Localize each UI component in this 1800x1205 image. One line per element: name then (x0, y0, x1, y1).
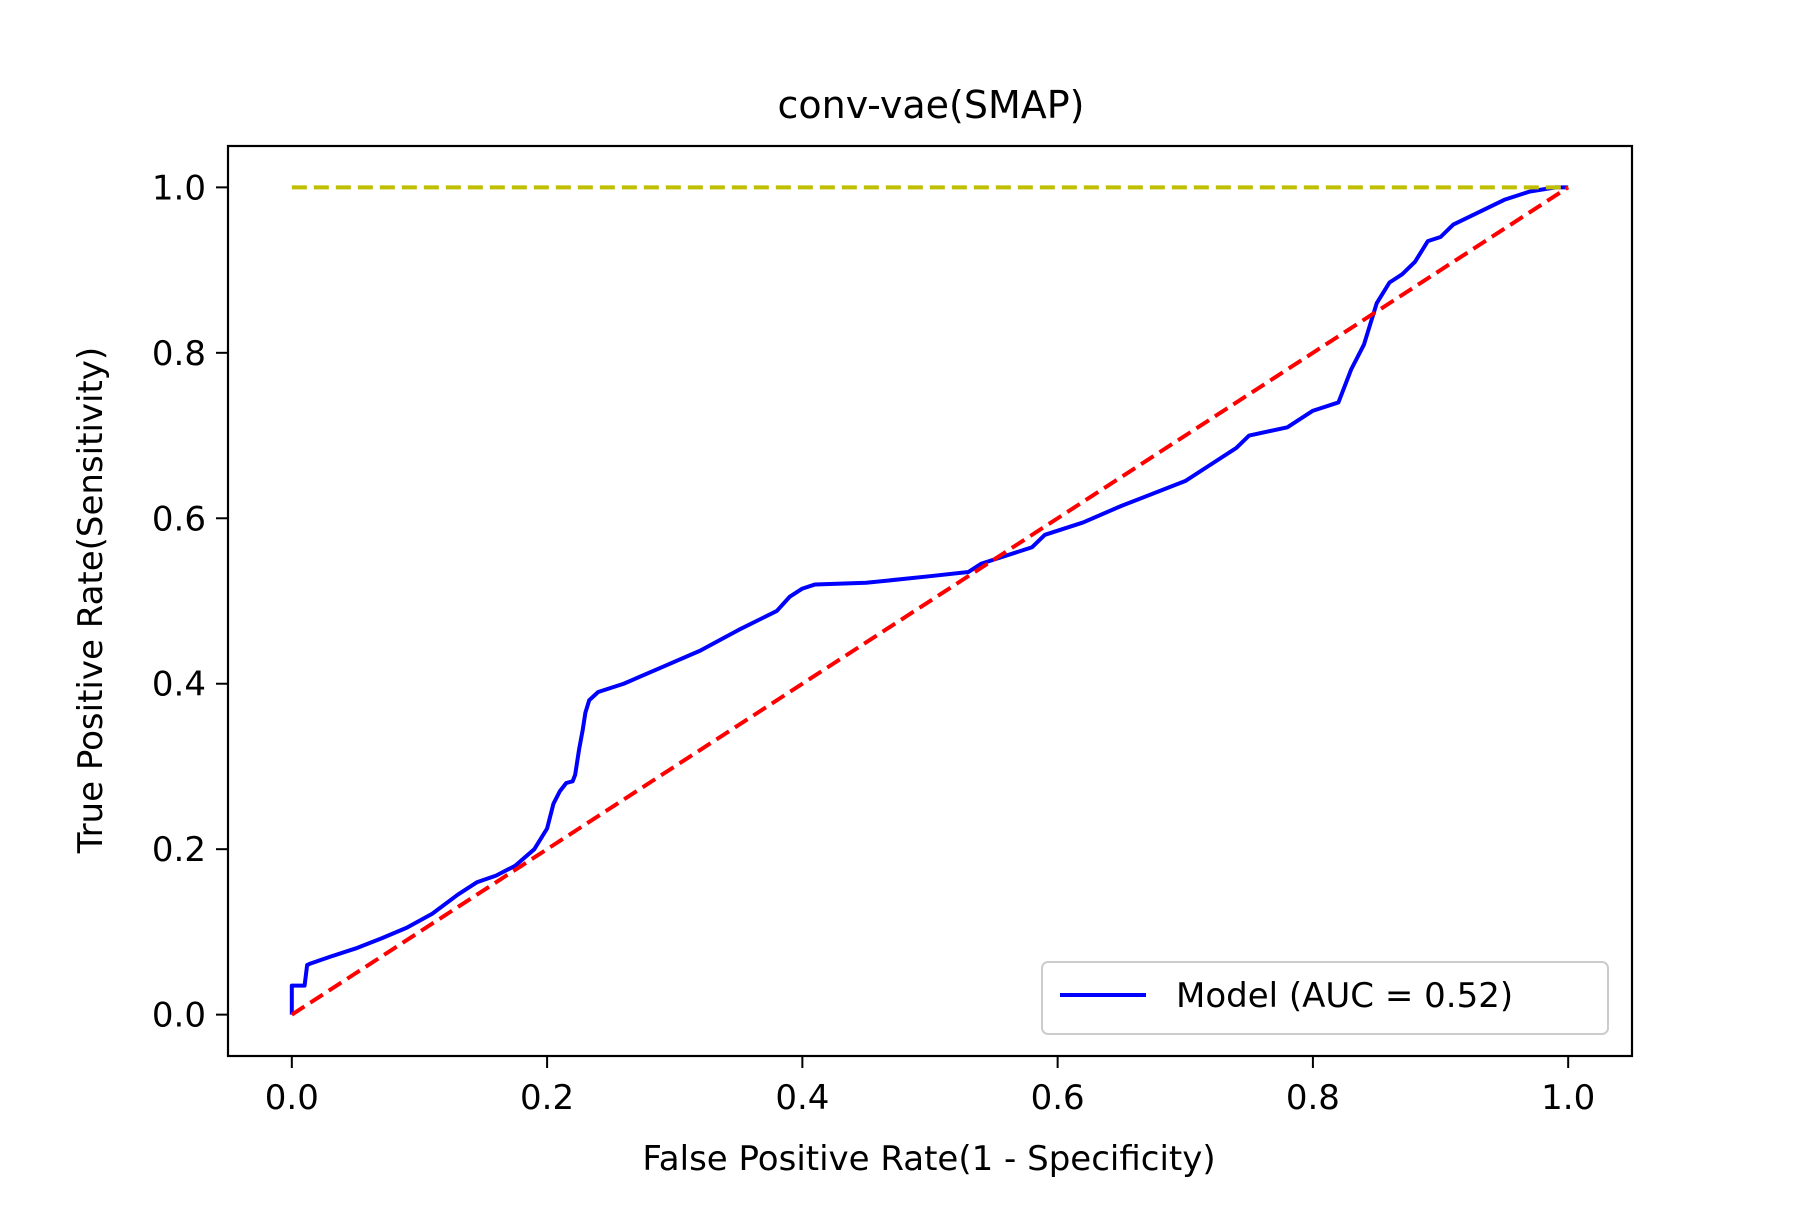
x-axis-label: False Positive Rate(1 - Specificity) (642, 1139, 1215, 1179)
x-tick-label: 0.4 (775, 1078, 829, 1118)
plot-lines (289, 185, 1570, 1017)
y-tick-label: 0.8 (152, 334, 206, 374)
x-axis: 0.0 0.2 0.4 0.6 0.8 1.0 (265, 1056, 1595, 1118)
x-tick-label: 1.0 (1541, 1078, 1595, 1118)
y-tick-label: 1.0 (152, 168, 206, 208)
x-tick-label: 0.0 (265, 1078, 319, 1118)
chance-diagonal-line (290, 185, 1570, 1017)
x-tick-label: 0.6 (1031, 1078, 1085, 1118)
legend-box (1041, 961, 1609, 1035)
y-tick-label: 0.6 (152, 499, 206, 539)
plot-frame (226, 144, 1634, 1058)
legend: Model (AUC = 0.52) (1041, 961, 1609, 1035)
y-tick-label: 0.0 (152, 996, 206, 1036)
x-tick-label: 0.2 (520, 1078, 574, 1118)
y-axis: 0.0 0.2 0.4 0.6 0.8 1.0 (152, 168, 228, 1036)
y-tick-label: 0.4 (152, 665, 206, 705)
chart-title: conv-vae(SMAP) (777, 83, 1084, 127)
x-tick-label: 0.8 (1286, 1078, 1340, 1118)
y-axis-label: True Positive Rate(Sensitivity) (71, 347, 111, 854)
model-roc-curve (289, 185, 1569, 1015)
y-tick-label: 0.2 (152, 830, 206, 870)
legend-label-model: Model (AUC = 0.52) (1176, 976, 1513, 1016)
